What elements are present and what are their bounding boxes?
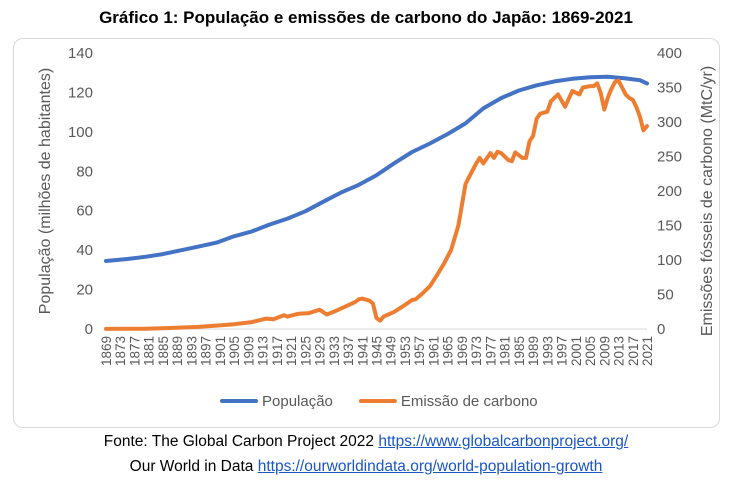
x-tick-label: 1973 — [469, 336, 484, 366]
legend-label-population: População — [262, 393, 333, 410]
series-line-population — [104, 74, 649, 263]
x-tick-label: 1957 — [412, 336, 427, 366]
x-tick-label: 1925 — [298, 336, 313, 366]
y-tick-label: 0 — [85, 321, 93, 338]
x-tick-label: 2005 — [583, 336, 598, 366]
source-text-2: Our World in Data — [129, 458, 254, 475]
y-tick-label: 60 — [76, 203, 93, 220]
chart-area: 0 20 40 60 80 100 120 140 0 50 100 150 200 250 300 350 4… — [13, 38, 720, 428]
x-tick-label: 1937 — [341, 336, 356, 366]
y-tick-label: 140 — [68, 45, 93, 62]
x-tick-label: 1889 — [170, 336, 185, 366]
y2-tick-label: 150 — [657, 218, 682, 235]
y2-axis-title: Emissões fósseis de carbono (MtC/yr) — [699, 66, 716, 336]
axes-group: 0 20 40 60 80 100 120 140 0 50 100 150 200 250 300 350 4… — [37, 45, 716, 366]
x-tick-label: 1929 — [313, 336, 328, 366]
y-tick-label: 20 — [76, 282, 93, 299]
x-tick-label: 1913 — [256, 336, 271, 366]
x-tick-label: 2017 — [626, 336, 641, 366]
y-axis-title: População (milhões de habitantes) — [37, 68, 54, 314]
x-tick-label: 1901 — [213, 336, 228, 366]
x-tick-label: 1961 — [426, 336, 441, 366]
y2-tick-label: 250 — [657, 149, 682, 166]
y2-tick-label: 0 — [657, 321, 665, 338]
x-tick-label: 1989 — [526, 336, 541, 366]
x-tick-label: 1873 — [113, 336, 128, 366]
y-tick-label: 40 — [76, 242, 93, 259]
x-tick-label: 1897 — [199, 336, 214, 366]
x-tick-label: 1905 — [227, 336, 242, 366]
x-tick-label: 1993 — [540, 336, 555, 366]
x-tick-label: 1953 — [398, 336, 413, 366]
y2-tick-label: 100 — [657, 252, 682, 269]
x-tick-label: 2013 — [612, 336, 627, 366]
x-tick-label: 1909 — [241, 336, 256, 366]
source-line-1: Fonte: The Global Carbon Project 2022 ht… — [0, 433, 732, 451]
series-group — [104, 74, 649, 331]
source-text-1: Fonte: The Global Carbon Project 2022 — [103, 433, 375, 450]
y2-tick-label: 400 — [657, 45, 682, 62]
x-tick-label: 1977 — [483, 336, 498, 366]
x-tick-label: 1965 — [441, 336, 456, 366]
y2-tick-label: 300 — [657, 114, 682, 131]
x-tick-label: 2021 — [640, 336, 655, 366]
source-link-2[interactable]: https://ourworldindata.org/world-populat… — [257, 458, 603, 475]
y-tick-label: 80 — [76, 163, 93, 180]
x-tick-label: 1997 — [555, 336, 570, 366]
x-tick-label: 1933 — [327, 336, 342, 366]
x-tick-label: 1941 — [355, 336, 370, 366]
x-tick-label: 2001 — [569, 336, 584, 366]
x-tick-label: 1949 — [384, 336, 399, 366]
source-link-1[interactable]: https://www.globalcarbonproject.org/ — [378, 433, 629, 450]
chart-title: Gráfico 1: População e emissões de carbo… — [99, 8, 633, 27]
x-tick-label: 2009 — [597, 336, 612, 366]
y2-tick-label: 200 — [657, 183, 682, 200]
x-tick-label: 1893 — [184, 336, 199, 366]
legend-label-emissions: Emissão de carbono — [401, 393, 538, 410]
x-tick-label: 1877 — [127, 336, 142, 366]
x-tick-label: 1917 — [270, 336, 285, 366]
x-tick-label: 1869 — [99, 336, 114, 366]
source-line-2: Our World in Data https://ourworldindata… — [0, 458, 732, 476]
y2-tick-label: 50 — [657, 287, 674, 304]
y2-tick-label: 350 — [657, 80, 682, 97]
y-tick-label: 100 — [68, 124, 93, 141]
x-tick-label: 1981 — [498, 336, 513, 366]
x-tick-label: 1969 — [455, 336, 470, 366]
chart-svg: 0 20 40 60 80 100 120 140 0 50 100 150 200 250 300 350 4… — [37, 45, 716, 410]
x-tick-label: 1945 — [370, 336, 385, 366]
x-tick-label: 1885 — [156, 336, 171, 366]
series-line-emissions — [104, 78, 649, 331]
legend: População Emissão de carbono — [220, 393, 538, 410]
x-tick-label: 1881 — [142, 336, 157, 366]
y-tick-label: 120 — [68, 84, 93, 101]
x-tick-label: 1985 — [512, 336, 527, 366]
x-tick-label: 1921 — [284, 336, 299, 366]
